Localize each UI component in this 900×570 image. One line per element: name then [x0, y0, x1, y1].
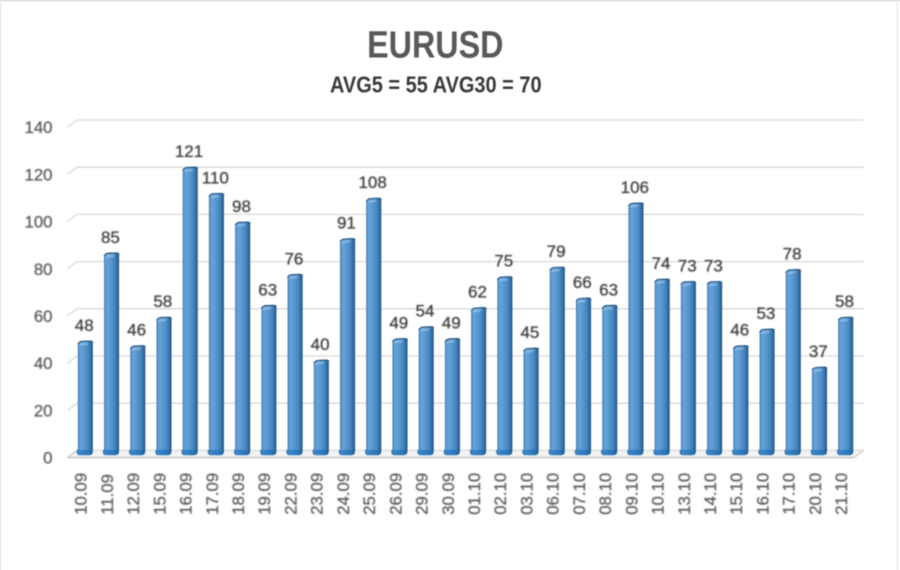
- svg-text:06.10: 06.10: [544, 473, 563, 515]
- svg-text:63: 63: [599, 280, 618, 299]
- svg-text:26.09: 26.09: [386, 473, 405, 515]
- svg-text:23.09: 23.09: [308, 473, 327, 515]
- svg-text:66: 66: [573, 273, 592, 292]
- svg-text:40: 40: [34, 354, 53, 373]
- svg-text:02.10: 02.10: [491, 473, 510, 515]
- svg-text:45: 45: [520, 323, 539, 342]
- svg-text:25.09: 25.09: [360, 473, 379, 515]
- svg-text:16.10: 16.10: [753, 473, 772, 515]
- svg-text:20: 20: [34, 401, 53, 420]
- svg-text:11.09: 11.09: [98, 474, 117, 515]
- svg-text:09.10: 09.10: [622, 473, 641, 515]
- svg-text:19.09: 19.09: [255, 473, 274, 515]
- svg-text:75: 75: [494, 252, 513, 271]
- svg-text:110: 110: [202, 168, 229, 187]
- svg-text:63: 63: [258, 280, 277, 299]
- svg-text:20.10: 20.10: [806, 473, 825, 515]
- svg-text:10.09: 10.09: [72, 473, 91, 515]
- svg-text:120: 120: [25, 165, 53, 184]
- svg-text:73: 73: [704, 257, 723, 276]
- svg-text:12.09: 12.09: [124, 473, 143, 515]
- svg-text:91: 91: [337, 214, 356, 233]
- svg-text:0: 0: [43, 449, 52, 468]
- svg-text:48: 48: [75, 316, 94, 335]
- svg-text:78: 78: [783, 245, 802, 264]
- svg-text:46: 46: [730, 321, 749, 340]
- svg-text:74: 74: [652, 254, 671, 273]
- svg-text:30.09: 30.09: [439, 473, 458, 515]
- svg-text:79: 79: [547, 242, 566, 261]
- svg-text:01.10: 01.10: [465, 473, 484, 515]
- svg-text:22.09: 22.09: [282, 473, 301, 515]
- svg-text:62: 62: [468, 283, 487, 302]
- svg-text:49: 49: [442, 314, 461, 333]
- svg-text:EURUSD: EURUSD: [367, 24, 503, 66]
- svg-text:58: 58: [153, 292, 172, 311]
- svg-text:15.10: 15.10: [727, 473, 746, 515]
- svg-text:80: 80: [34, 260, 53, 279]
- svg-text:24.09: 24.09: [334, 473, 353, 515]
- svg-text:08.10: 08.10: [596, 473, 615, 515]
- svg-text:98: 98: [232, 197, 251, 216]
- svg-text:58: 58: [835, 292, 854, 311]
- svg-text:106: 106: [621, 178, 649, 197]
- svg-text:07.10: 07.10: [570, 473, 589, 515]
- svg-text:85: 85: [101, 228, 120, 247]
- svg-text:53: 53: [756, 304, 775, 323]
- svg-text:18.09: 18.09: [229, 473, 248, 515]
- svg-text:40: 40: [311, 335, 330, 354]
- svg-text:17.10: 17.10: [780, 473, 799, 515]
- svg-text:17.09: 17.09: [203, 473, 222, 515]
- svg-text:37: 37: [809, 342, 828, 361]
- svg-text:49: 49: [389, 314, 408, 333]
- svg-text:13.10: 13.10: [675, 473, 694, 515]
- svg-text:121: 121: [175, 142, 203, 161]
- svg-text:73: 73: [678, 257, 697, 276]
- svg-text:15.09: 15.09: [150, 473, 169, 515]
- svg-text:AVG5 = 55 AVG30 = 70: AVG5 = 55 AVG30 = 70: [330, 71, 542, 98]
- svg-text:100: 100: [25, 213, 53, 232]
- svg-text:76: 76: [284, 249, 303, 268]
- svg-text:29.09: 29.09: [413, 473, 432, 515]
- svg-text:60: 60: [34, 307, 53, 326]
- svg-text:03.10: 03.10: [518, 473, 537, 515]
- svg-text:16.09: 16.09: [177, 473, 196, 515]
- svg-text:21.10: 21.10: [832, 473, 851, 515]
- svg-text:10.10: 10.10: [649, 473, 668, 515]
- svg-text:14.10: 14.10: [701, 473, 720, 515]
- svg-text:46: 46: [127, 321, 146, 340]
- svg-text:54: 54: [416, 302, 435, 321]
- svg-text:140: 140: [25, 118, 53, 137]
- svg-text:108: 108: [358, 173, 386, 192]
